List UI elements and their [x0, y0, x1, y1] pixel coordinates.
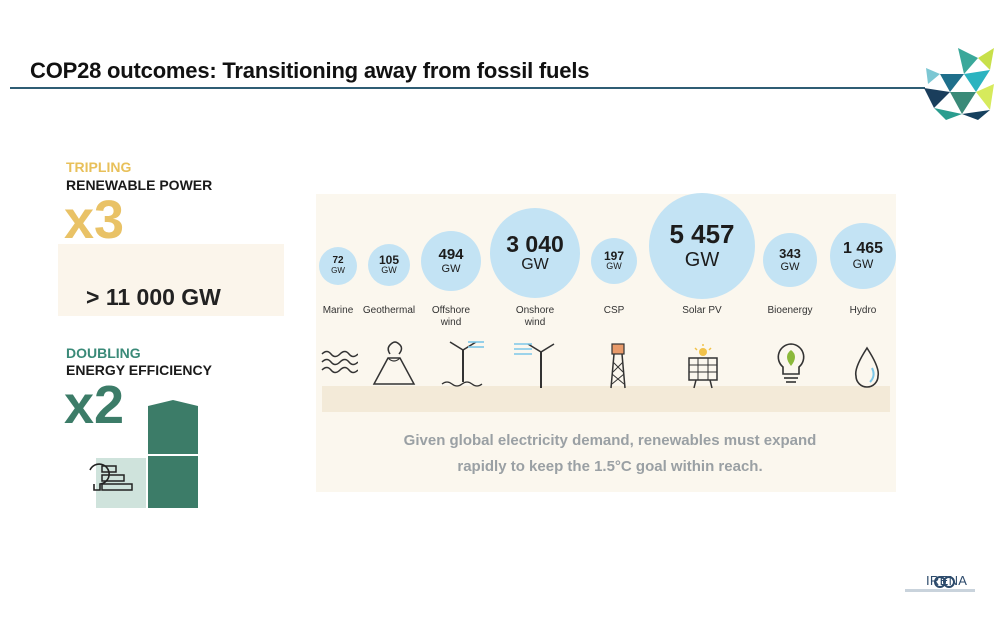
- doubling-subtitle: ENERGY EFFICIENCY: [66, 362, 212, 378]
- capacity-bubble: 343 GW: [763, 233, 817, 287]
- technology-label: Bioenergy: [767, 305, 813, 316]
- capacity-bubble: 1 465 GW: [830, 223, 896, 289]
- doubling-multiplier: x2: [64, 375, 125, 435]
- waves-icon: [321, 350, 358, 374]
- capacity-unit: GW: [780, 260, 800, 273]
- corner-mosaic-logo-icon: [924, 48, 994, 120]
- capacity-value: 72: [332, 255, 344, 267]
- water-drop-icon: [854, 346, 880, 388]
- technology-label: CSP: [603, 305, 625, 316]
- tripling-multiplier: x3: [64, 190, 125, 250]
- solar-panel-icon: [688, 344, 718, 389]
- onshore-wind-turbine-icon: [514, 343, 555, 388]
- capacity-value: 343: [779, 246, 801, 262]
- title-divider: [10, 87, 925, 89]
- technology-label: Onshore wind: [515, 305, 555, 328]
- capacity-unit: GW: [441, 262, 461, 275]
- tripling-subtitle: RENEWABLE POWER: [66, 177, 213, 193]
- volcano-icon: [372, 341, 416, 385]
- solar-tower-icon: [610, 343, 626, 389]
- capacity-bubble: 3 040 GW: [490, 208, 580, 298]
- doubling-label: DOUBLING: [66, 345, 141, 361]
- tripling-label: TRIPLING: [66, 159, 132, 175]
- technology-label: Geothermal: [362, 305, 416, 316]
- irena-logo-icon: [934, 576, 955, 588]
- capacity-unit: GW: [331, 265, 345, 275]
- capacity-target-value: > 11 000 GW: [86, 284, 221, 310]
- efficiency-bars-icon: [89, 400, 198, 508]
- capacity-unit: GW: [606, 261, 622, 272]
- footnote-line-2: rapidly to keep the 1.5°C goal within re…: [457, 458, 763, 476]
- technology-label: Solar PV: [682, 305, 722, 316]
- capacity-bubble: 72 GW: [319, 247, 357, 285]
- irena-wordmark: IRENA: [926, 573, 968, 588]
- footnote-line-1: Given global electricity demand, renewab…: [403, 432, 817, 449]
- capacity-value: 494: [438, 246, 464, 264]
- slide-title: COP28 outcomes: Transitioning away from …: [30, 58, 590, 83]
- capacity-value: 3 040: [506, 231, 564, 258]
- offshore-wind-turbine-icon: [441, 341, 484, 387]
- capacity-unit: GW: [684, 248, 720, 271]
- technology-label: Offshore wind: [431, 305, 471, 328]
- renewables-footnote: Given global electricity demand, renewab…: [330, 428, 890, 481]
- capacity-unit: GW: [852, 256, 874, 271]
- capacity-bubble: 105 GW: [368, 244, 410, 286]
- capacity-bubble: 5 457 GW: [649, 193, 755, 299]
- technology-label: Marine: [322, 305, 354, 316]
- capacity-value: 105: [378, 252, 400, 267]
- capacity-bubble: 197 GW: [591, 238, 637, 284]
- technology-label: Hydro: [849, 305, 877, 316]
- bioenergy-bulb-icon: [777, 343, 805, 383]
- capacity-value: 1 465: [842, 240, 884, 257]
- capacity-unit: GW: [521, 256, 549, 274]
- irena-tagline-bar: [905, 589, 975, 592]
- capacity-bubble: 494 GW: [421, 231, 481, 291]
- capacity-target-box: [58, 244, 284, 316]
- capacity-value: 197: [603, 248, 625, 263]
- capacity-unit: GW: [381, 265, 397, 276]
- capacity-value: 5 457: [669, 219, 735, 250]
- ground-strip: [322, 386, 890, 412]
